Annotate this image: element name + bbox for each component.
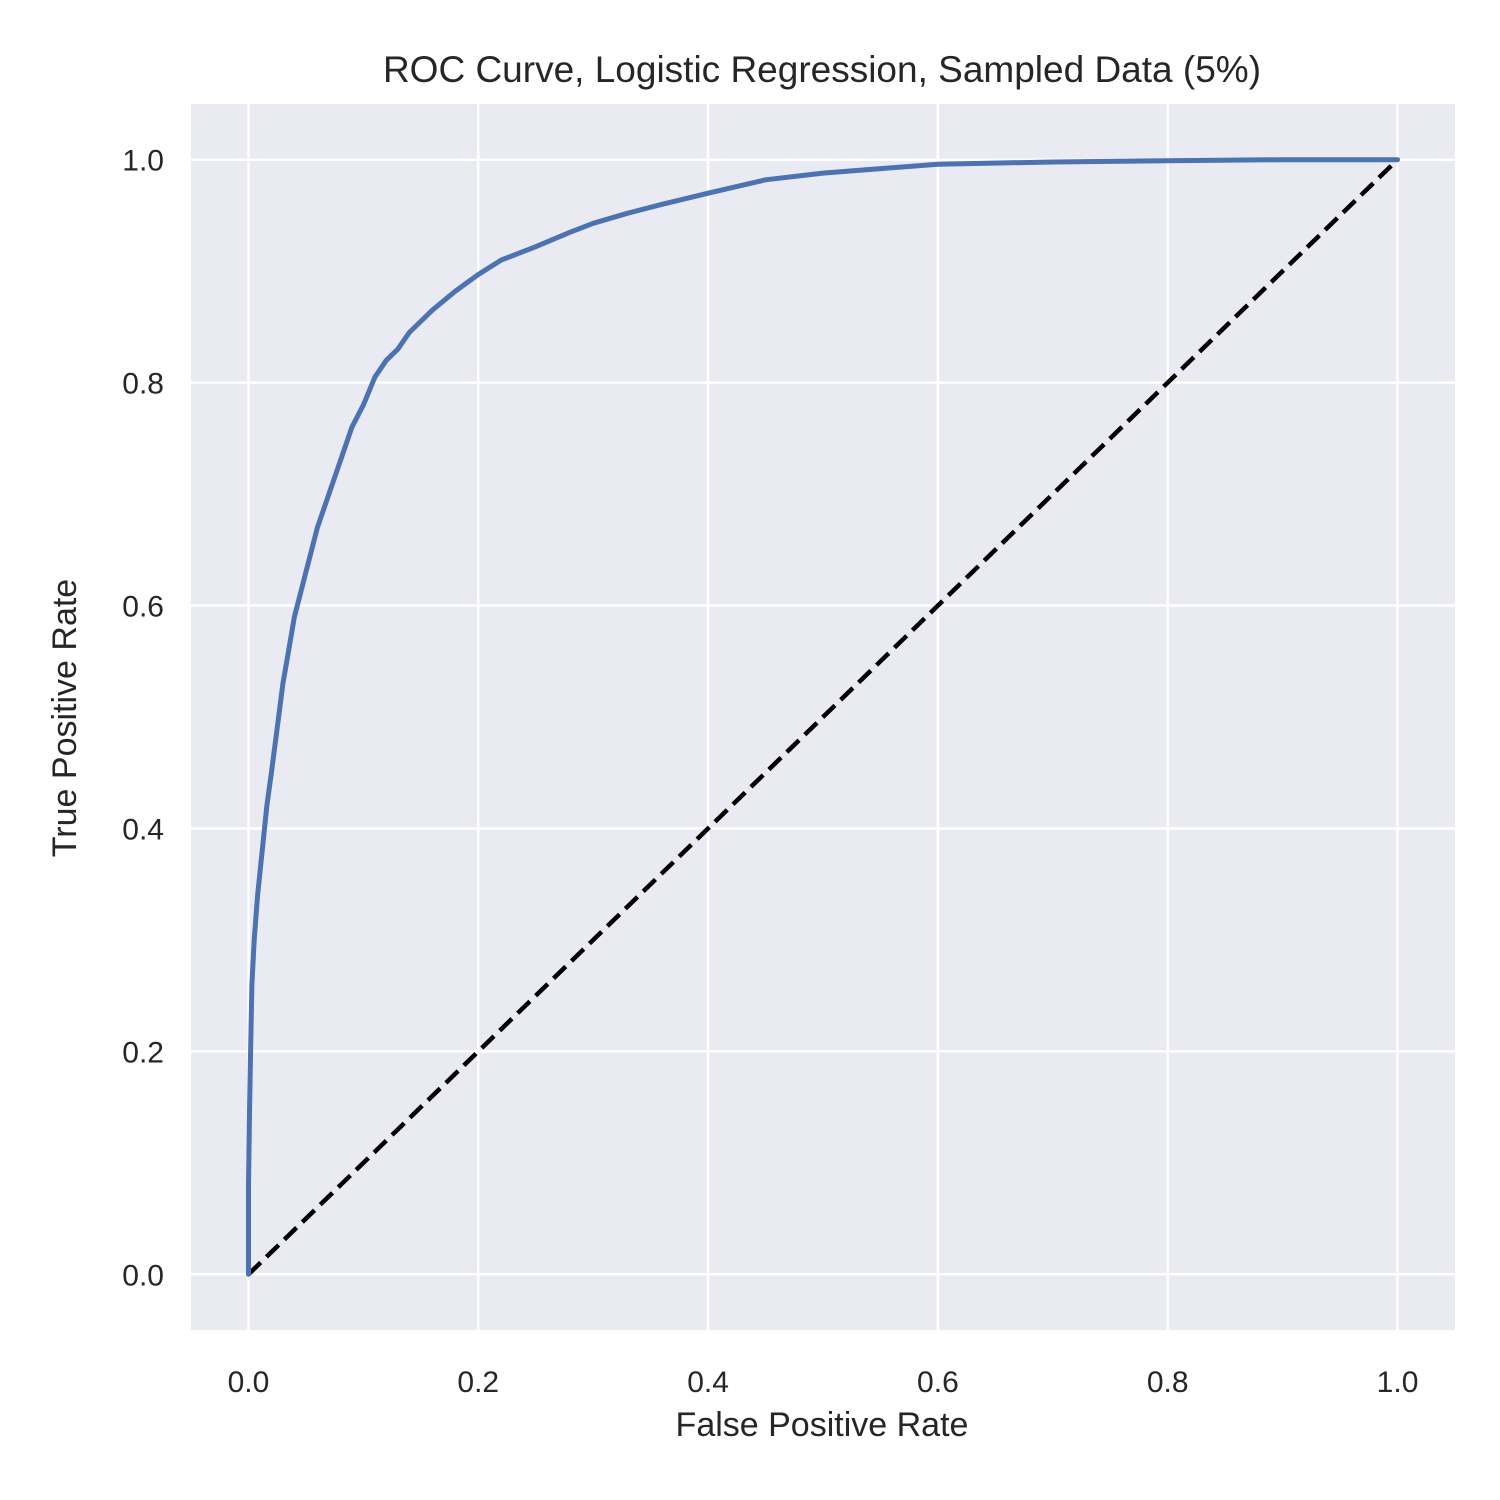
x-tick-labels: 0.0 0.2 0.4 0.6 0.8 1.0 [228,1366,1419,1399]
chart-title: ROC Curve, Logistic Regression, Sampled … [383,49,1261,90]
y-tick-label: 0.2 [122,1036,164,1069]
series-lines [246,157,1400,1277]
y-tick-label: 0.0 [122,1259,164,1292]
x-tick-label: 0.4 [687,1366,729,1399]
grid-lines [191,104,1455,1330]
x-tick-label: 0.8 [1147,1366,1189,1399]
y-tick-label: 0.6 [122,591,164,624]
x-tick-label: 0.6 [917,1366,959,1399]
y-axis-title: True Positive Rate [46,579,84,857]
roc-curve-line [246,157,1400,1277]
x-axis-title: False Positive Rate [676,1406,969,1444]
y-tick-label: 1.0 [122,145,164,178]
x-tick-label: 0.2 [457,1366,499,1399]
x-tick-label: 1.0 [1377,1366,1419,1399]
y-tick-label: 0.4 [122,813,164,846]
x-tick-label: 0.0 [228,1366,270,1399]
y-tick-label: 0.8 [122,368,164,401]
chance-diagonal-line [246,158,1400,1276]
y-tick-labels: 0.0 0.2 0.4 0.6 0.8 1.0 [122,145,164,1293]
